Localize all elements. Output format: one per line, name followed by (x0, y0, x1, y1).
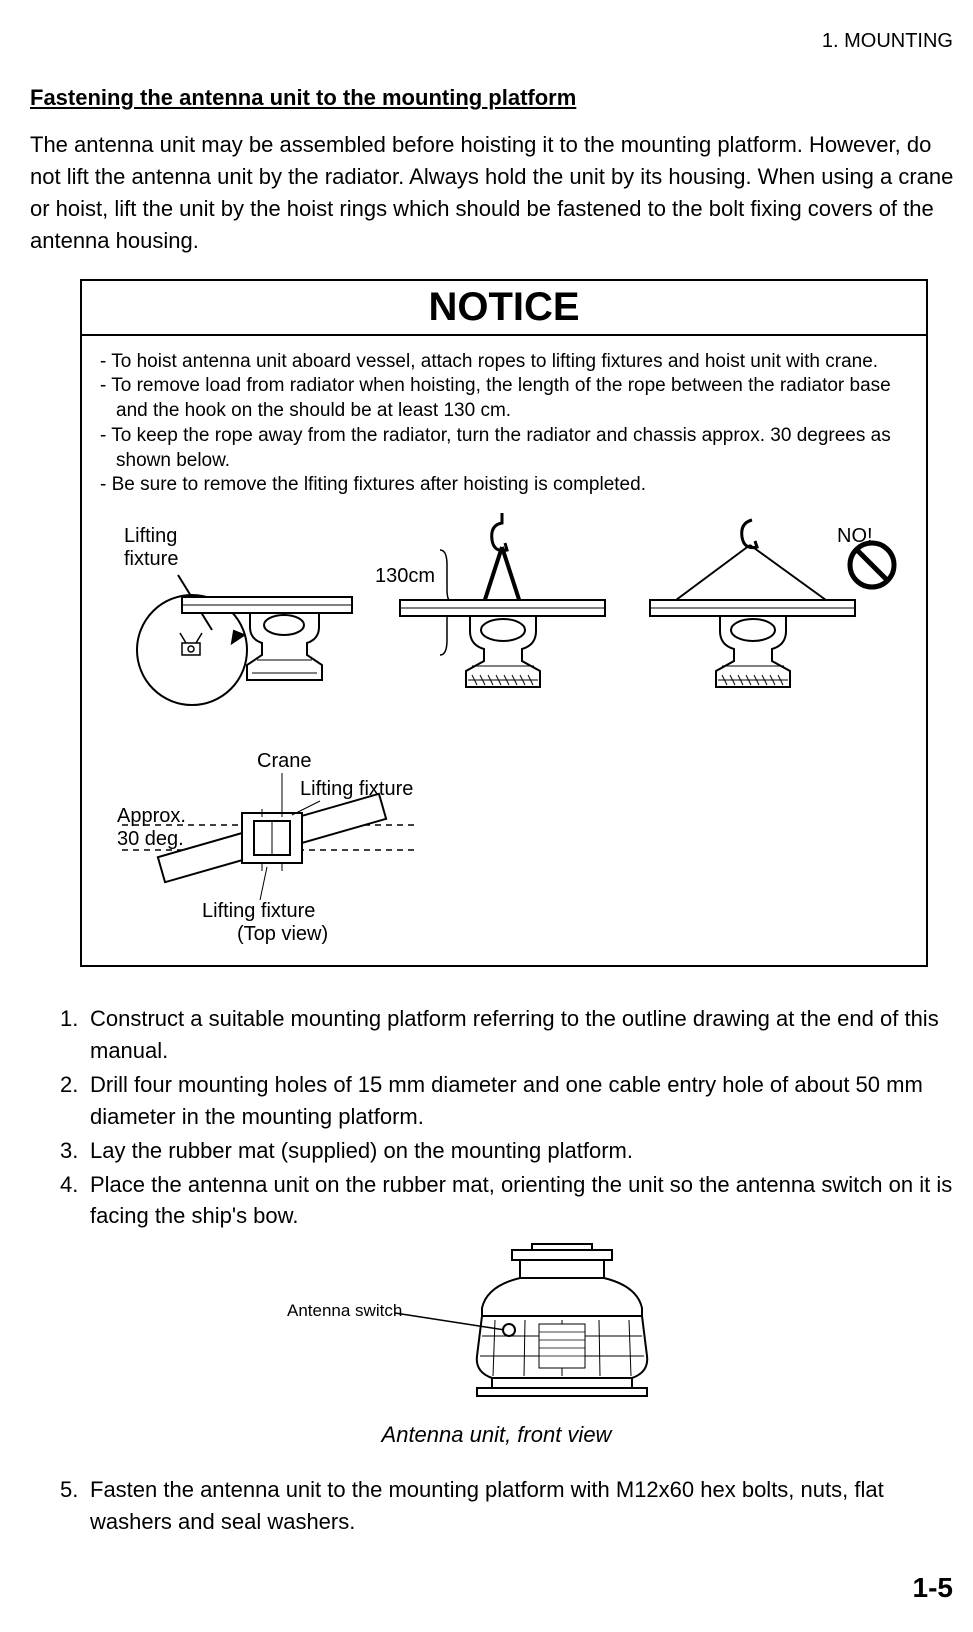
step-item: 3. Lay the rubber mat (supplied) on the … (60, 1135, 963, 1167)
step-text: Lay the rubber mat (supplied) on the mou… (90, 1135, 963, 1167)
section-subtitle: Fastening the antenna unit to the mounti… (30, 85, 963, 111)
step-item: 4. Place the antenna unit on the rubber … (60, 1169, 963, 1233)
antenna-figure: Antenna switch (30, 1238, 963, 1448)
steps-list-2: 5. Fasten the antenna unit to the mounti… (30, 1474, 963, 1538)
notice-diagram: Lifting fixture 130cm NO! Crane Lifting … (82, 505, 926, 945)
step-number: 3. (60, 1135, 90, 1167)
step-number: 4. (60, 1169, 90, 1233)
notice-item: - To hoist antenna unit aboard vessel, a… (100, 350, 908, 374)
intro-paragraph: The antenna unit may be assembled before… (30, 129, 963, 257)
antenna-switch-label-text: Antenna switch (287, 1301, 402, 1320)
step-text: Fasten the antenna unit to the mounting … (90, 1474, 963, 1538)
diagram-svg (82, 505, 922, 945)
step-item: 2. Drill four mounting holes of 15 mm di… (60, 1069, 963, 1133)
notice-item: - To remove load from radiator when hois… (100, 374, 908, 398)
step-number: 2. (60, 1069, 90, 1133)
figure-caption: Antenna unit, front view (30, 1422, 963, 1448)
notice-title: NOTICE (82, 281, 926, 336)
notice-item: shown below. (100, 449, 908, 473)
antenna-svg: Antenna switch (277, 1238, 717, 1413)
notice-box: NOTICE - To hoist antenna unit aboard ve… (80, 279, 928, 968)
step-text: Drill four mounting holes of 15 mm diame… (90, 1069, 963, 1133)
notice-item: - To keep the rope away from the radiato… (100, 424, 908, 448)
step-item: 1. Construct a suitable mounting platfor… (60, 1003, 963, 1067)
chapter-header: 1. MOUNTING (822, 30, 953, 53)
step-number: 5. (60, 1474, 90, 1538)
step-item: 5. Fasten the antenna unit to the mounti… (60, 1474, 963, 1538)
notice-item: and the hook on the should be at least 1… (100, 399, 908, 423)
notice-item: - Be sure to remove the lfiting fixtures… (100, 473, 908, 497)
step-number: 1. (60, 1003, 90, 1067)
step-text: Construct a suitable mounting platform r… (90, 1003, 963, 1067)
step-text: Place the antenna unit on the rubber mat… (90, 1169, 963, 1233)
notice-list: - To hoist antenna unit aboard vessel, a… (82, 336, 926, 498)
page-number: 1-5 (913, 1572, 953, 1604)
steps-list: 1. Construct a suitable mounting platfor… (30, 1003, 963, 1232)
